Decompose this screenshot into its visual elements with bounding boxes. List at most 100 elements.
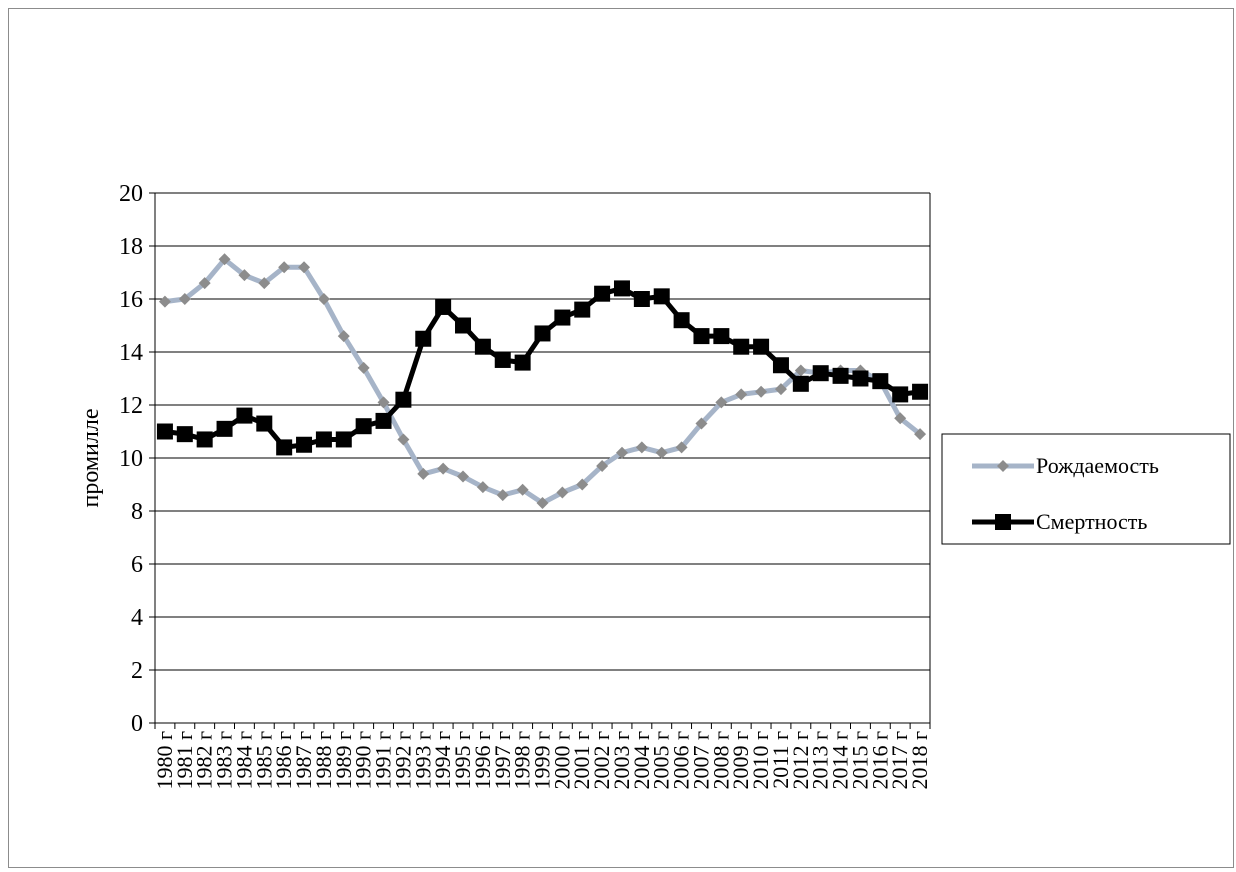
data-point [276,439,293,456]
data-point [337,330,350,343]
data-point [613,280,630,297]
y-tick-label: 2 [131,658,143,684]
x-tick-label: 1980 г [152,731,177,790]
data-point [435,298,452,315]
x-tick-label: 2009 г [728,731,753,790]
data-point [335,431,352,448]
x-tick-label: 2008 г [708,731,733,790]
data-point [355,418,372,435]
data-point [375,412,392,429]
data-point [574,301,591,318]
x-tick-label: 1986 г [271,731,296,790]
data-point [755,385,768,398]
data-point [852,370,869,387]
series-lines [156,253,929,510]
x-tick-label: 2010 г [748,731,773,790]
x-tick-label: 2012 г [788,731,813,790]
legend-items: Рождаемость Смертность [972,453,1159,534]
data-point [417,467,430,480]
x-tick-label: 1992 г [390,731,415,790]
x-tick-label: 1981 г [172,731,197,790]
legend: Рождаемость Смертность [941,433,1231,545]
data-point [357,361,370,374]
x-tick-label: 1990 г [351,731,376,790]
y-tick-label: 8 [131,499,143,525]
data-point [278,261,291,274]
y-tick-label: 6 [131,552,143,578]
x-tick-label: 2016 г [867,731,892,790]
data-point [298,261,311,274]
data-point [894,412,907,425]
y-tick-label: 16 [119,287,143,313]
legend-box [941,433,1231,545]
x-tick-label: 2001 г [569,731,594,790]
data-point [476,481,489,494]
x-tick-label: 2013 г [808,731,833,790]
x-tick-label: 1995 г [450,731,475,790]
data-point [774,383,787,396]
data-point [377,396,390,409]
x-tick-label: 2007 г [688,731,713,790]
x-tick-label: 2002 г [589,731,614,790]
x-tick-label: 2011 г [768,731,793,789]
data-point [158,295,171,308]
x-tick-label: 1999 г [530,731,555,790]
y-tick-label: 10 [119,446,143,472]
gridlines [155,192,930,671]
data-point [753,338,770,355]
data-point [534,325,551,342]
data-point [733,338,750,355]
y-axis-title: промилле [78,408,104,507]
x-tick-label: 1985 г [251,731,276,790]
data-point [912,383,929,400]
data-point [914,428,927,441]
data-point [198,277,211,290]
x-tick-label: 1983 г [212,731,237,790]
x-tick-label: 1993 г [410,731,435,790]
x-tick-label: 1989 г [331,731,356,790]
data-point [832,367,849,384]
data-point [176,426,193,443]
series-line [164,285,921,450]
data-point [494,351,511,368]
data-point [437,462,450,475]
x-tick-label: 2018 г [907,731,932,790]
data-point [516,483,529,496]
data-point [216,420,233,437]
chart-frame [8,8,1234,868]
data-point [514,354,531,371]
data-point [554,309,571,326]
data-point [576,478,589,491]
data-point [556,486,569,499]
data-point [892,386,909,403]
x-tick-label: 1991 г [371,731,396,790]
data-point [536,497,549,510]
x-tick-label: 2017 г [887,731,912,790]
data-point [695,417,708,430]
x-tick-label: 2015 г [847,731,872,790]
data-point [236,407,253,424]
axes [149,192,931,729]
y-tick-label: 18 [119,234,143,260]
data-point [474,338,491,355]
y-tick-label: 0 [131,711,143,737]
data-point [653,288,670,305]
legend-label: Смертность [1036,509,1147,534]
data-point [872,373,889,390]
x-tick-label: 2005 г [649,731,674,790]
data-point [633,291,650,307]
x-tick-label: 1982 г [192,731,217,790]
x-tick-label: 2000 г [549,731,574,790]
legend-marker [997,460,1009,472]
legend-label: Рождаемость [1036,453,1159,478]
data-point [615,446,628,459]
x-tick-label: 2006 г [669,731,694,790]
data-point [715,396,728,409]
y-tick-label: 14 [119,340,143,366]
x-tick-label: 1994 г [430,731,455,790]
y-tick-label: 4 [131,605,143,631]
data-point [256,415,273,432]
legend-item: Рождаемость [972,453,1159,478]
data-point [218,253,231,266]
